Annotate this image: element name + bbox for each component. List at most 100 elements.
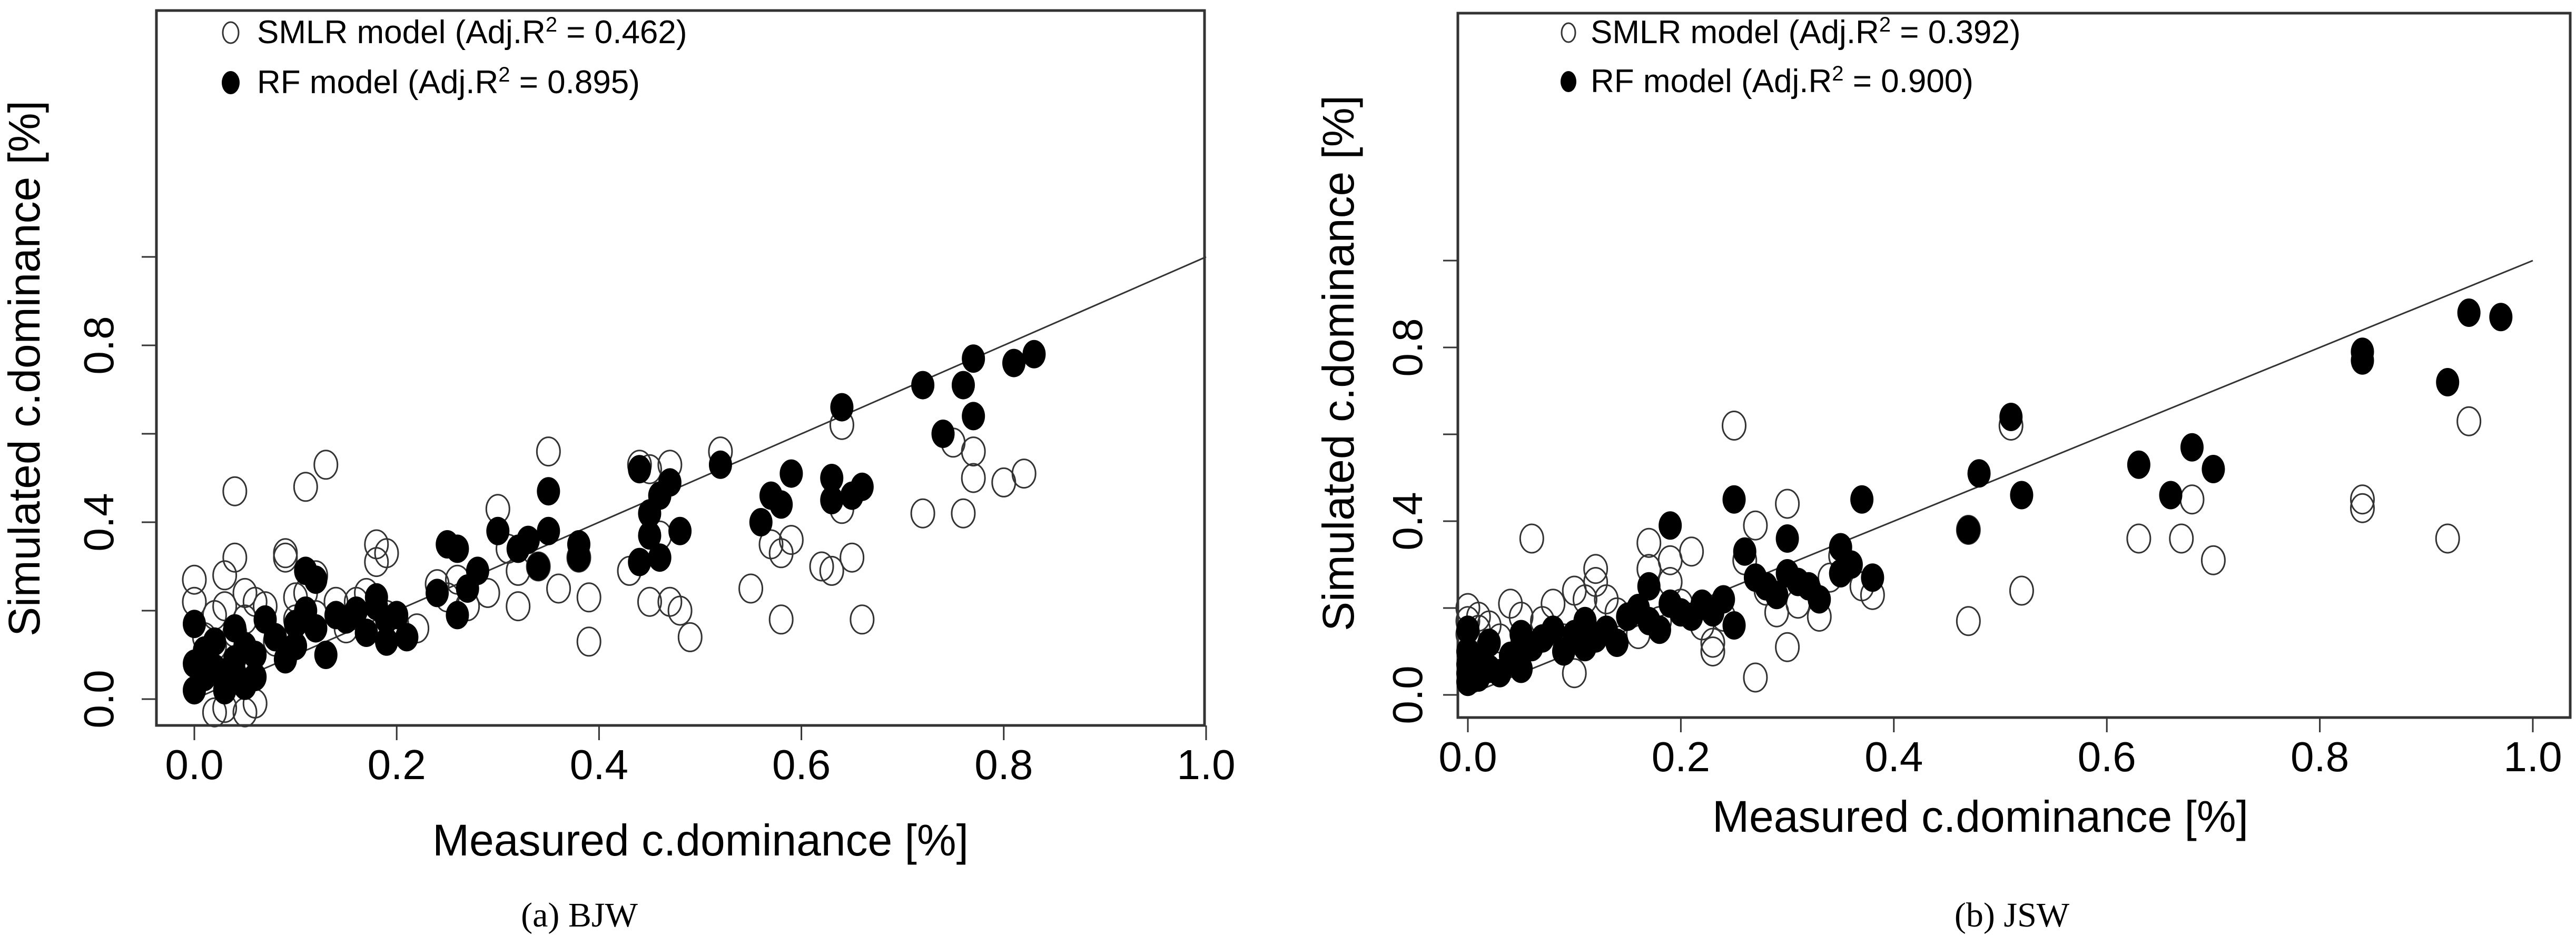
x-tick-label: 0.8: [2291, 733, 2349, 780]
smlr-point: [809, 551, 834, 582]
smlr-point: [293, 472, 318, 502]
rf-point: [527, 552, 550, 581]
rf-point: [1733, 537, 1756, 566]
rf-point: [284, 632, 308, 661]
legend-open-marker-a: [222, 21, 240, 44]
y-tick-label: 0.8: [1384, 318, 1431, 376]
rf-point: [426, 579, 449, 608]
rf-point: [516, 525, 540, 554]
x-tick-label: 0.6: [772, 741, 831, 788]
smlr-point: [1700, 636, 1725, 666]
rf-point: [1765, 581, 1789, 610]
legend-smlr-a: SMLR model (Adj.R2 = 0.462): [257, 13, 687, 51]
smlr-point: [667, 595, 693, 626]
rf-point: [1839, 550, 1863, 579]
rf-point: [628, 455, 652, 484]
smlr-point: [1956, 606, 1981, 636]
smlr-point: [2009, 575, 2034, 606]
smlr-point: [1498, 589, 1523, 619]
rf-point: [2010, 481, 2034, 510]
x-tick-label: 0.8: [974, 741, 1033, 788]
smlr-point: [1775, 632, 1800, 662]
smlr-point: [313, 450, 339, 480]
smlr-point: [1562, 575, 1587, 606]
x-axis-title-b: Measured c.dominance [%]: [1712, 792, 2248, 841]
smlr-point: [1743, 662, 1768, 693]
rf-points-a: [183, 340, 1046, 705]
smlr-point: [850, 604, 875, 635]
legend-open-marker-b: [1561, 22, 1576, 43]
smlr-point: [273, 542, 298, 573]
smlr-point: [546, 573, 571, 604]
rf-point: [668, 516, 692, 545]
rf-point: [2436, 368, 2460, 396]
rf-point: [850, 472, 874, 501]
x-tick-label: 0.4: [1864, 733, 1923, 780]
rf-point: [1647, 615, 1671, 644]
y-axis-b: 0.0 0.4 0.8: [1384, 260, 1458, 724]
smlr-point: [576, 626, 601, 657]
smlr-point: [778, 525, 804, 555]
rf-point: [2457, 298, 2481, 327]
smlr-point: [1700, 628, 1725, 658]
x-tick-label: 0.0: [165, 741, 223, 788]
rf-point: [243, 641, 267, 669]
smlr-point: [182, 564, 207, 595]
rf-point: [648, 543, 672, 572]
legend-rf-a: RF model (Adj.R2 = 0.895): [257, 63, 640, 101]
smlr-point: [222, 476, 248, 506]
panel-b: 0.0 0.4 0.8 0.0 0.2 0.4 0.6 0.8 1.0 Simulated c…: [1314, 12, 2572, 934]
smlr-point: [1743, 510, 1768, 541]
x-axis-title-a: Measured c.dominance [%]: [432, 815, 969, 865]
rf-point: [2127, 450, 2150, 479]
y-tick-label: 0.0: [75, 670, 122, 728]
smlr-point: [1636, 527, 1662, 558]
smlr-point: [961, 436, 986, 467]
rf-point: [263, 623, 287, 652]
rf-point: [344, 596, 368, 625]
rf-point: [446, 534, 469, 563]
y-tick-label: 0.0: [1384, 665, 1431, 724]
legend-b: SMLR model (Adj.R2 = 0.392) RF model (Ad…: [1561, 13, 2021, 99]
smlr-point: [2169, 523, 2194, 554]
rf-point: [779, 459, 803, 488]
rf-point: [1477, 629, 1501, 657]
smlr-point: [1519, 523, 1544, 554]
y-axis-a: 0.0 0.4 0.8: [75, 256, 156, 729]
smlr-point: [1583, 554, 1608, 584]
x-tick-label: 1.0: [1177, 741, 1235, 788]
rf-point: [466, 556, 489, 585]
rf-point: [820, 464, 844, 492]
x-tick-label: 0.4: [570, 741, 628, 788]
rf-point: [1605, 629, 1629, 657]
smlr-point: [364, 547, 389, 577]
rf-point: [2351, 337, 2374, 366]
smlr-point: [961, 463, 986, 493]
smlr-point: [202, 697, 227, 728]
smlr-point: [536, 436, 561, 467]
x-axis-b: 0.0 0.2 0.4 0.6 0.8 1.0: [1438, 718, 2562, 780]
rf-point: [1456, 615, 1479, 644]
rf-point: [1712, 585, 1735, 614]
rf-point: [2202, 455, 2225, 483]
rf-point: [962, 344, 985, 373]
rf-point: [1659, 511, 1682, 540]
smlr-point: [840, 542, 865, 573]
smlr-point: [506, 591, 531, 622]
smlr-point: [2350, 484, 2375, 515]
smlr-point: [222, 542, 248, 573]
smlr-point: [2456, 406, 2482, 436]
smlr-point: [677, 622, 703, 652]
smlr-point: [1722, 411, 1746, 441]
smlr-point: [232, 577, 258, 608]
plot-box-b: [1456, 12, 2572, 719]
y-tick-label: 0.8: [75, 316, 122, 374]
rf-point: [395, 623, 419, 652]
rf-point: [537, 477, 560, 506]
rf-point: [1775, 524, 1799, 553]
rf-point: [314, 641, 338, 669]
rf-point: [537, 516, 560, 545]
smlr-point: [637, 586, 662, 617]
smlr-point: [1775, 489, 1800, 519]
